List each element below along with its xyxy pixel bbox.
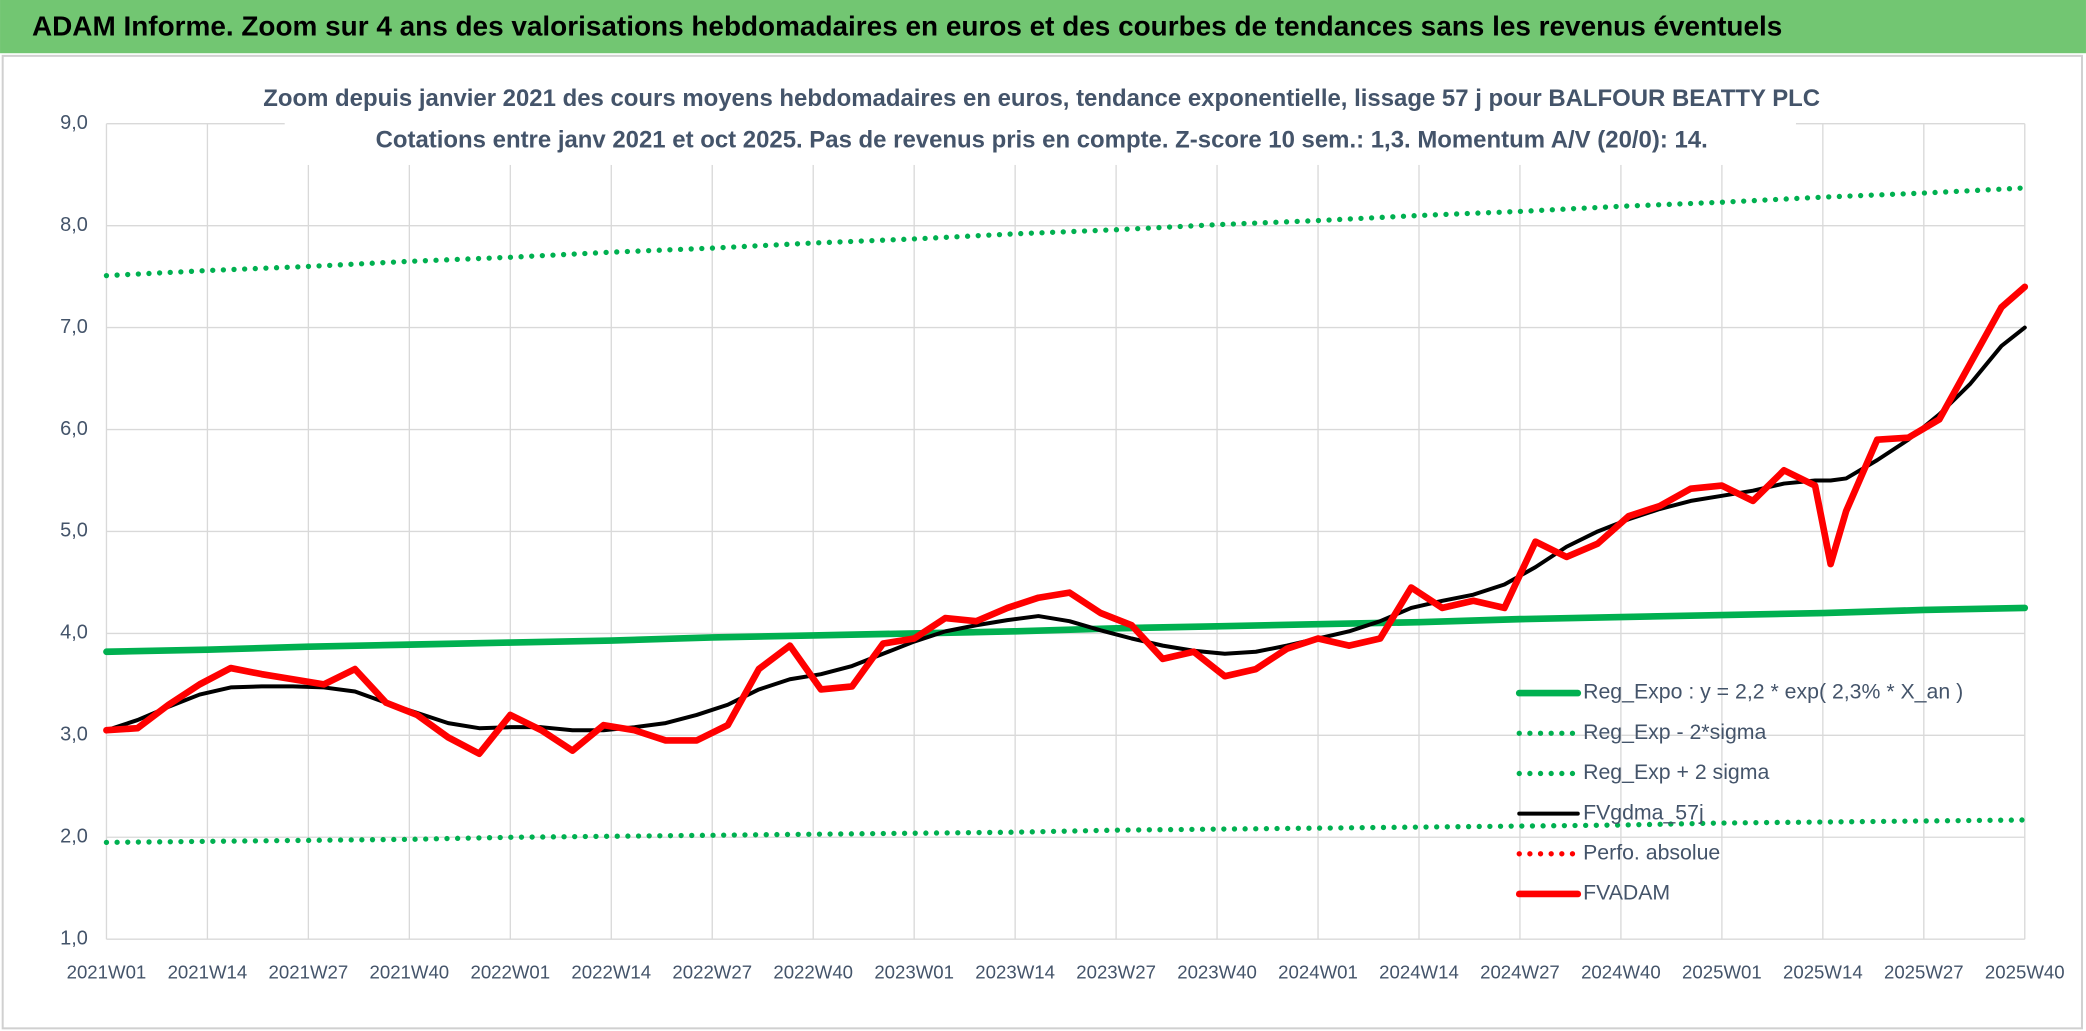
x-tick-label: 2021W40 — [370, 962, 450, 983]
series-line — [103, 817, 2028, 846]
legend-label: FVgdma_57j — [1583, 800, 1704, 824]
legend-label: FVADAM — [1583, 881, 1670, 905]
chart-title: Zoom depuis janvier 2021 des cours moyen… — [263, 85, 1820, 112]
x-tick-label: 2021W14 — [168, 962, 248, 983]
y-tick-label: 9,0 — [60, 112, 88, 134]
series-line — [103, 604, 2029, 656]
y-tick-label: 5,0 — [60, 520, 88, 542]
header-title: ADAM Informe. Zoom sur 4 ans des valoris… — [32, 10, 1782, 41]
chart-subtitle: Cotations entre janv 2021 et oct 2025. P… — [376, 126, 1708, 153]
legend-label: Reg_Expo : y = 2,2 * exp( 2,3% * X_an ) — [1583, 680, 1963, 704]
x-tick-label: 2025W01 — [1682, 962, 1762, 983]
x-tick-label: 2022W40 — [773, 962, 853, 983]
x-tick-label: 2022W01 — [470, 962, 550, 983]
y-tick-label: 6,0 — [60, 418, 88, 440]
y-tick-label: 8,0 — [60, 214, 88, 236]
series-line — [103, 283, 2029, 758]
x-tick-label: 2023W01 — [874, 962, 954, 983]
y-tick-label: 1,0 — [60, 927, 88, 949]
series-line — [103, 185, 2028, 279]
legend-label: Perfo. absolue — [1583, 840, 1720, 864]
title-background — [284, 79, 1796, 165]
legend-label: Reg_Exp - 2*sigma — [1583, 720, 1766, 744]
x-tick-label: 2021W01 — [67, 962, 147, 983]
x-tick-label: 2023W27 — [1076, 962, 1156, 983]
x-tick-label: 2021W27 — [269, 962, 349, 983]
header-bar — [0, 0, 2086, 54]
x-tick-label: 2025W40 — [1985, 962, 2065, 983]
y-tick-label: 7,0 — [60, 316, 88, 338]
legend-label: Reg_Exp + 2 sigma — [1583, 760, 1769, 784]
x-tick-label: 2024W27 — [1480, 962, 1560, 983]
chart-frame — [1, 54, 2083, 1030]
x-tick-label: 2024W01 — [1278, 962, 1358, 983]
x-tick-label: 2024W14 — [1379, 962, 1459, 983]
x-tick-label: 2023W14 — [975, 962, 1055, 983]
x-tick-label: 2024W40 — [1581, 962, 1661, 983]
x-tick-label: 2022W27 — [672, 962, 752, 983]
x-tick-label: 2025W27 — [1884, 962, 1964, 983]
x-tick-label: 2023W40 — [1177, 962, 1257, 983]
y-tick-label: 4,0 — [60, 622, 88, 644]
x-tick-label: 2022W14 — [571, 962, 651, 983]
y-tick-label: 3,0 — [60, 724, 88, 746]
y-tick-label: 2,0 — [60, 826, 88, 848]
x-tick-label: 2025W14 — [1783, 962, 1863, 983]
